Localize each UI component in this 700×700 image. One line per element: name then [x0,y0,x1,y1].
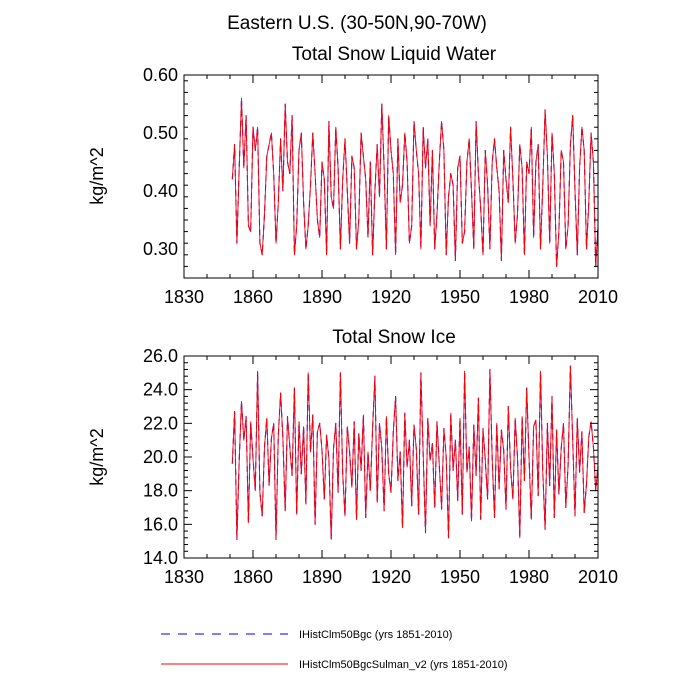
y-tick-label: 0.60 [143,65,178,85]
series-line-ihistclm50bgcsulman-v2-yrs-1851-2010 [231,365,598,540]
y-tick-label: 16.0 [143,514,178,534]
y-tick-label: 0.50 [143,123,178,143]
x-tick-label: 1980 [509,287,549,307]
x-tick-label: 1860 [233,287,273,307]
figure-title: Eastern U.S. (30-50N,90-70W) [227,13,487,34]
y-tick-label: 22.0 [143,413,178,433]
plot-frame [183,355,599,559]
legend-label: IHistClm50Bgc (yrs 1851-2010) [299,629,452,641]
series-line-ihistclm50bgcsulman-v2-yrs-1851-2010 [231,97,598,267]
panel-title: Total Snow Ice [332,327,456,348]
y-tick-label: 14.0 [143,548,178,568]
panel-snow-ice: Total Snow Ice kg/m^2 1830 1860 1890 1920 1950… [87,327,618,587]
x-tick-label: 1920 [371,287,411,307]
y-tick-label: 0.40 [143,181,178,201]
y-axis-label: kg/m^2 [87,428,107,485]
x-tick-label: 2010 [578,567,618,587]
x-tick-label: 1920 [371,567,411,587]
x-tick-label: 1890 [302,287,342,307]
x-tick-label: 1830 [164,567,204,587]
panel-snow-liquid-water: Total Snow Liquid Water kg/m^2 1830 1860 189… [87,44,618,307]
series-line-ihistclm50bgc-yrs-1851-2010 [231,97,598,267]
y-tick-label: 24.0 [143,380,178,400]
legend: IHistClm50Bgc (yrs 1851-2010) IHistClm50B… [161,629,507,671]
panel-title: Total Snow Liquid Water [292,44,497,65]
x-tick-label: 2010 [578,287,618,307]
y-tick-label: 20.0 [143,447,178,467]
x-tick-label: 1890 [302,567,342,587]
x-tick-label: 1860 [233,567,273,587]
x-tick-label: 1950 [440,567,480,587]
y-tick-label: 18.0 [143,481,178,501]
x-tick-label: 1950 [440,287,480,307]
y-axis-label: kg/m^2 [87,147,107,204]
x-tick-label: 1830 [164,287,204,307]
y-tick-label: 0.30 [143,239,178,259]
x-tick-label: 1980 [509,567,549,587]
legend-label: IHistClm50BgcSulman_v2 (yrs 1851-2010) [299,659,507,671]
y-tick-label: 26.0 [143,346,178,366]
